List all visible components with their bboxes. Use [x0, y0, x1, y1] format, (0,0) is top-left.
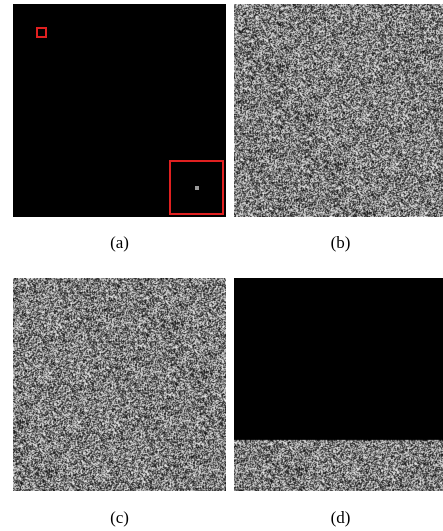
roi-small-marker: [36, 27, 47, 38]
caption-b: (b): [330, 233, 351, 252]
caption-a: (a): [110, 233, 129, 252]
panel-b-image: [234, 4, 443, 217]
panel-c-image: [13, 278, 226, 491]
caption-d: (d): [330, 508, 351, 527]
panel-d-image: [234, 278, 443, 491]
caption-c: (c): [110, 508, 129, 527]
zoomed-pixel: [195, 186, 199, 190]
roi-zoom-inset: [169, 160, 224, 215]
panel-a-image: [13, 4, 226, 217]
